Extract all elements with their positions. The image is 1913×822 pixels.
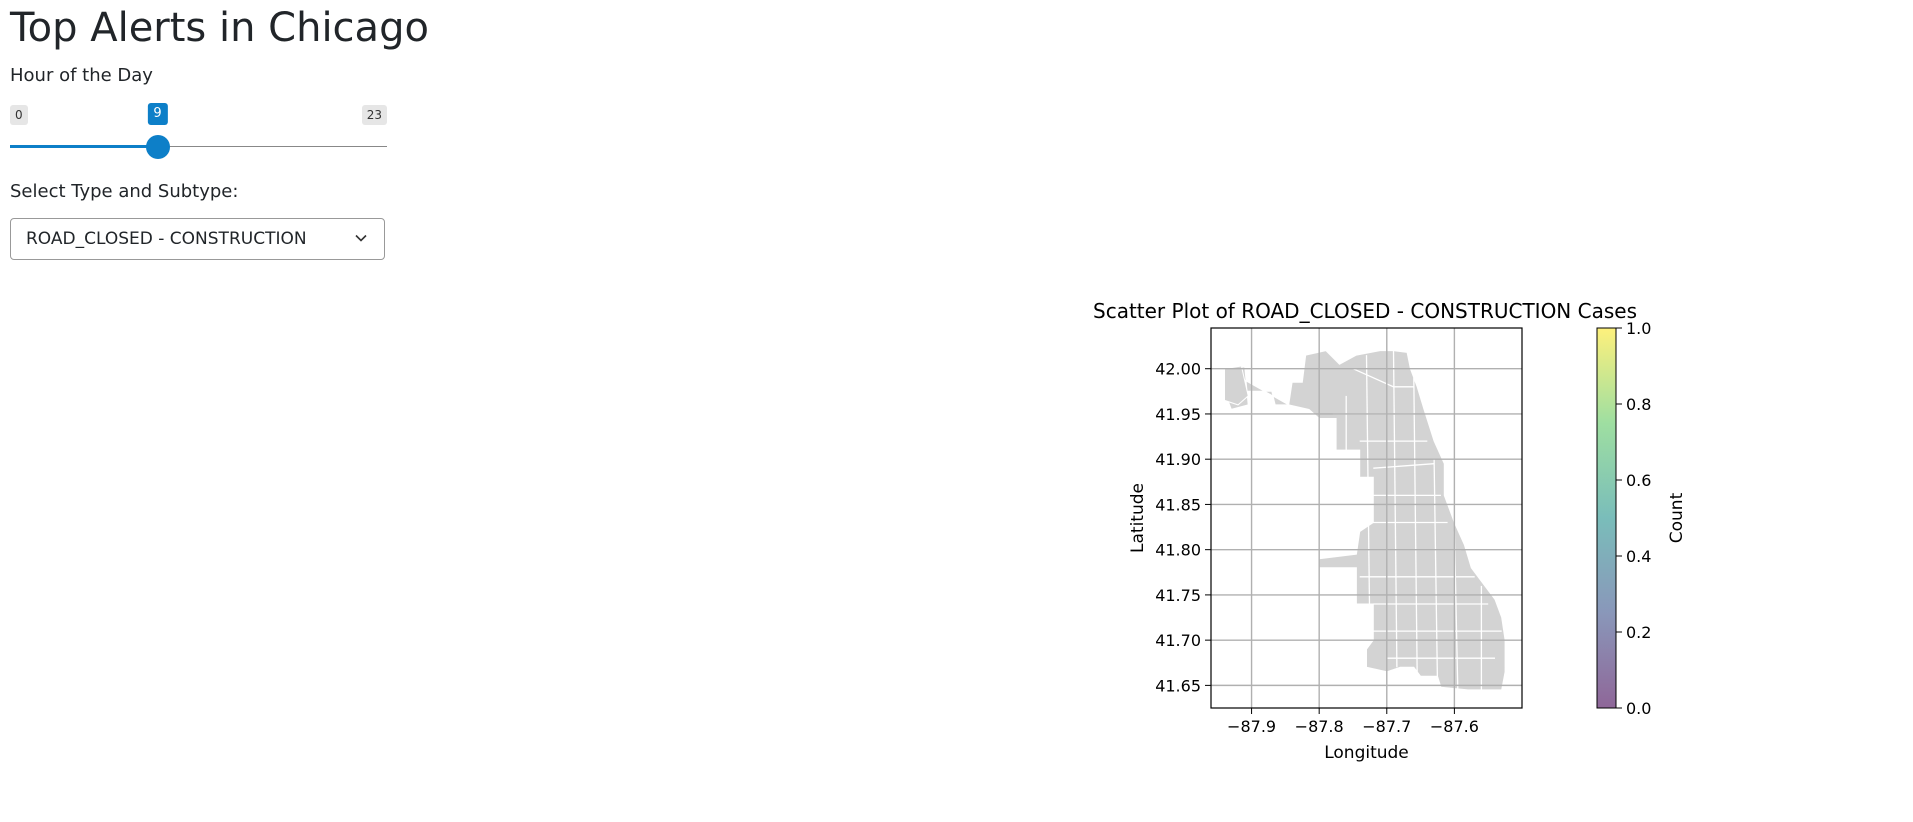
map-boundary-line	[1373, 463, 1435, 469]
colorbar-gradient	[1597, 328, 1616, 708]
colorbar-tick-label: 0.0	[1626, 699, 1651, 718]
chicago-map	[1222, 350, 1506, 691]
slider-track[interactable]	[10, 146, 387, 147]
y-tick-label: 41.85	[1155, 495, 1201, 514]
x-tick-label: −87.6	[1430, 717, 1479, 736]
y-tick-label: 41.65	[1155, 676, 1201, 695]
x-tick-label: −87.7	[1362, 717, 1411, 736]
slider-thumb[interactable]	[145, 135, 170, 159]
map-boundary-line	[1392, 350, 1398, 668]
y-tick-label: 41.70	[1155, 631, 1201, 650]
x-tick-label: −87.8	[1295, 717, 1344, 736]
x-axis: −87.9 −87.8 −87.7 −87.6	[1227, 708, 1479, 736]
colorbar-tick-label: 0.2	[1626, 623, 1651, 642]
map-boundary-line	[1433, 459, 1439, 686]
hour-slider[interactable]: 0 23 9	[10, 102, 387, 162]
ohare-area	[1224, 365, 1249, 406]
chart-title: Scatter Plot of ROAD_CLOSED - CONSTRUCTI…	[1093, 299, 1637, 323]
map-boundary-line	[1413, 377, 1418, 677]
colorbar-tick-label: 1.0	[1626, 319, 1651, 338]
y-tick-label: 41.95	[1155, 405, 1201, 424]
colorbar-tick-label: 0.6	[1626, 471, 1651, 490]
type-subtype-select[interactable]: ROAD_CLOSED - CONSTRUCTION	[10, 218, 385, 260]
colorbar-label: Count	[1667, 492, 1687, 543]
x-tick-label: −87.9	[1227, 717, 1276, 736]
scatter-chart: Scatter Plot of ROAD_CLOSED - CONSTRUCTI…	[1093, 299, 1687, 763]
map-boundary-line	[1365, 355, 1371, 641]
colorbar-tick-label: 0.4	[1626, 547, 1651, 566]
colorbar-tick-label: 0.8	[1626, 395, 1651, 414]
y-tick-label: 42.00	[1155, 360, 1201, 379]
type-select-value: ROAD_CLOSED - CONSTRUCTION	[26, 229, 307, 249]
plot-frame	[1210, 327, 1523, 709]
colorbar: 0.0 0.2 0.4 0.6 0.8 1.0	[1596, 319, 1651, 718]
slider-min-label: 0	[10, 105, 28, 125]
type-select-label: Select Type and Subtype:	[10, 181, 239, 202]
chevron-down-icon	[355, 234, 367, 242]
slider-value-badge: 9	[147, 103, 168, 125]
page-title: Top Alerts in Chicago	[10, 5, 429, 51]
slider-fill	[10, 145, 158, 148]
chicago-boundary	[1222, 350, 1506, 691]
y-axis: 41.65 41.70 41.75 41.80 41.85 41.90 41.95 42.00	[1155, 360, 1211, 695]
y-axis-label: Latitude	[1128, 483, 1148, 553]
y-tick-label: 41.75	[1155, 586, 1201, 605]
y-tick-label: 41.80	[1155, 541, 1201, 560]
colorbar-frame	[1596, 327, 1617, 709]
hour-slider-label: Hour of the Day	[10, 65, 153, 86]
slider-max-label: 23	[361, 105, 387, 125]
y-tick-label: 41.90	[1155, 450, 1201, 469]
chart-grid	[1211, 328, 1522, 708]
x-axis-label: Longitude	[1324, 743, 1409, 763]
